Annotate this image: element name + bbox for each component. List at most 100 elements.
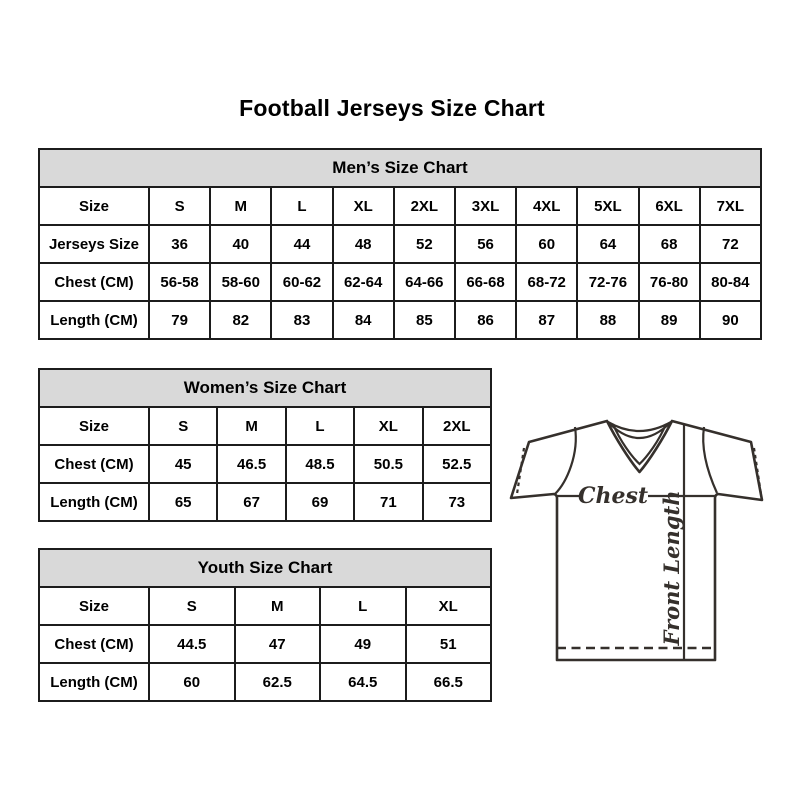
- size-row: Size S M L XL: [38, 586, 492, 626]
- size-cell: 83: [270, 300, 334, 340]
- womens-size-table: Size S M L XL 2XL Chest (CM) 45 46.5 48.5 50.5 52.5…: [38, 406, 493, 522]
- size-cell: M: [209, 186, 273, 226]
- size-cell: 48.5: [284, 444, 356, 484]
- size-cell: 44: [270, 224, 334, 264]
- size-cell: XL: [331, 186, 395, 226]
- size-cell: 72-76: [576, 262, 640, 302]
- collar-v-inner-line: [611, 423, 668, 466]
- size-cell: 49: [319, 624, 407, 664]
- size-cell: 87: [515, 300, 579, 340]
- size-cell: 56-58: [147, 262, 212, 302]
- front-length-label: Front Length: [659, 491, 684, 647]
- size-cell: 3XL: [453, 186, 518, 226]
- womens-chart-header: Women’s Size Chart: [38, 368, 492, 408]
- page-title: Football Jerseys Size Chart: [239, 95, 545, 121]
- left-sleeve-seam: [554, 426, 577, 495]
- size-cell: 64-66: [392, 262, 456, 302]
- size-cell: 2XL: [392, 186, 456, 226]
- size-cell: 84: [331, 300, 395, 340]
- size-cell: 68-72: [515, 262, 579, 302]
- size-cell: 71: [353, 482, 424, 522]
- size-cell: 90: [698, 300, 763, 340]
- size-cell: 7XL: [698, 186, 763, 226]
- size-row: Size S M L XL 2XL: [38, 406, 493, 446]
- size-cell: 40: [209, 224, 273, 264]
- size-row: Chest (CM) 45 46.5 48.5 50.5 52.5: [38, 444, 493, 484]
- size-cell: 60: [148, 662, 236, 702]
- right-sleeve-seam: [702, 426, 719, 494]
- size-cell: 64.5: [319, 662, 407, 702]
- left-cuff-dashed-line: [515, 447, 526, 495]
- size-cell: 69: [284, 482, 356, 522]
- size-cell: 62-64: [331, 262, 395, 302]
- mens-size-table: Size S M L XL 2XL 3XL 4XL 5XL 6XL 7XL Jerseys Size 3…: [38, 186, 763, 340]
- row-label: Length (CM): [38, 300, 150, 340]
- row-label: Chest (CM): [38, 444, 150, 484]
- size-cell: 4XL: [515, 186, 579, 226]
- size-cell: 47: [233, 624, 321, 664]
- size-cell: 50.5: [353, 444, 424, 484]
- size-cell: 64: [576, 224, 640, 264]
- chest-label: Chest: [578, 483, 648, 509]
- womens-size-chart-section: Women’s Size Chart Size S M L XL 2XL Chest (CM…: [38, 368, 493, 522]
- size-cell: 46.5: [216, 444, 287, 484]
- size-row: Length (CM) 79 82 83 84 85 86 87 88 89 90: [38, 300, 763, 340]
- row-label: Chest (CM): [38, 624, 150, 664]
- size-row: Chest (CM) 44.5 47 49 51: [38, 624, 492, 664]
- size-cell: S: [148, 586, 236, 626]
- size-cell: 60: [515, 224, 579, 264]
- size-row: Length (CM) 65 67 69 71 73: [38, 482, 493, 522]
- size-cell: 85: [392, 300, 456, 340]
- size-cell: 89: [637, 300, 701, 340]
- size-row: Size S M L XL 2XL 3XL 4XL 5XL 6XL 7XL: [38, 186, 763, 226]
- size-cell: 65: [147, 482, 219, 522]
- size-cell: XL: [404, 586, 492, 626]
- row-label: Size: [38, 186, 150, 226]
- size-cell: 66-68: [453, 262, 518, 302]
- size-cell: 82: [209, 300, 273, 340]
- size-cell: 6XL: [637, 186, 701, 226]
- size-row: Jerseys Size 36 40 44 48 52 56 60 64 68 72: [38, 224, 763, 264]
- youth-chart-header: Youth Size Chart: [38, 548, 492, 588]
- size-cell: 52: [392, 224, 456, 264]
- size-cell: 44.5: [148, 624, 236, 664]
- size-cell: 52.5: [421, 444, 493, 484]
- size-cell: 2XL: [421, 406, 493, 446]
- size-cell: S: [147, 186, 212, 226]
- row-label: Jerseys Size: [38, 224, 150, 264]
- size-cell: 68: [637, 224, 701, 264]
- row-label: Length (CM): [38, 662, 150, 702]
- size-row: Length (CM) 60 62.5 64.5 66.5: [38, 662, 492, 702]
- mens-size-chart-section: Men’s Size Chart Size S M L XL 2XL 3XL 4XL 5XL 6X…: [38, 148, 763, 340]
- right-cuff-dashed-line: [752, 447, 763, 495]
- size-cell: 67: [216, 482, 287, 522]
- size-cell: 56: [453, 224, 518, 264]
- size-cell: 66.5: [404, 662, 492, 702]
- youth-size-table: Size S M L XL Chest (CM) 44.5 47 49 51 Length (CM)…: [38, 586, 492, 702]
- size-cell: 76-80: [637, 262, 701, 302]
- size-cell: 58-60: [209, 262, 273, 302]
- size-cell: 80-84: [698, 262, 763, 302]
- size-cell: 51: [404, 624, 492, 664]
- size-cell: M: [233, 586, 321, 626]
- jersey-measurement-diagram: Chest Front Length: [509, 419, 764, 662]
- row-label: Size: [38, 406, 150, 446]
- size-cell: L: [270, 186, 334, 226]
- size-row: Chest (CM) 56-58 58-60 60-62 62-64 64-66 66-68…: [38, 262, 763, 302]
- size-cell: 73: [421, 482, 493, 522]
- size-cell: L: [319, 586, 407, 626]
- size-cell: S: [147, 406, 219, 446]
- mens-chart-header: Men’s Size Chart: [38, 148, 762, 188]
- size-cell: 60-62: [270, 262, 334, 302]
- size-cell: L: [284, 406, 356, 446]
- size-cell: 48: [331, 224, 395, 264]
- size-cell: 36: [147, 224, 212, 264]
- size-cell: 62.5: [233, 662, 321, 702]
- youth-size-chart-section: Youth Size Chart Size S M L XL Chest (CM) 44.5…: [38, 548, 492, 702]
- size-cell: 72: [698, 224, 763, 264]
- jersey-outline: [509, 419, 764, 662]
- row-label: Size: [38, 586, 150, 626]
- size-cell: 86: [453, 300, 518, 340]
- size-cell: 5XL: [576, 186, 640, 226]
